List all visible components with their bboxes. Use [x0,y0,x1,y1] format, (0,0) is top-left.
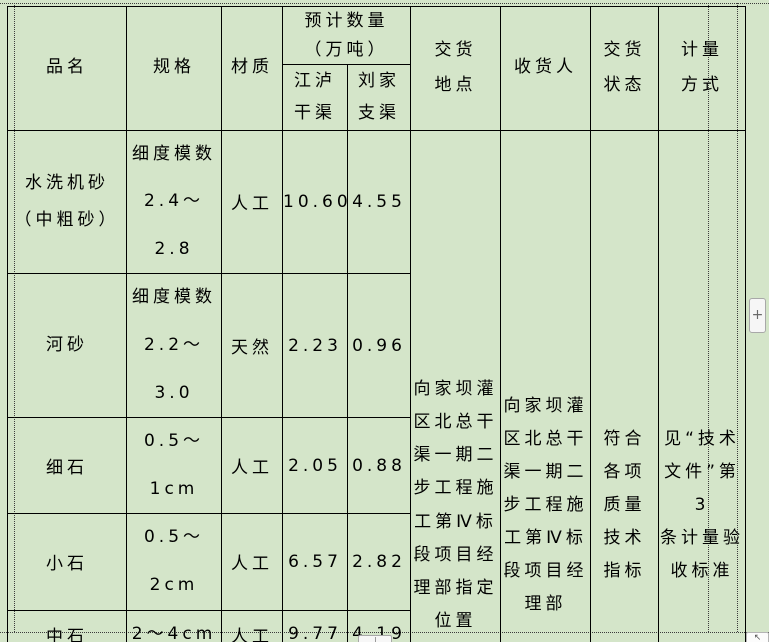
cell-material[interactable]: 天然 [221,273,283,419]
header-measurement[interactable]: 计量 方式 [658,6,746,131]
cell-product[interactable]: 河砂 [7,273,127,419]
cell-spec[interactable]: 0.5～1cm [126,417,222,515]
table-row: 中石 2～4cm 人工 9.77 4.19 [7,609,746,642]
table-row: 水洗机砂 （中粗砂） 细度模数 2.4～2.8 人工 10.60 4.55 向家… [7,129,746,642]
header-qty-group[interactable]: 预计数量 （万吨） [282,6,411,65]
table-row: 河砂 细度模数 2.2～3.0 天然 2.23 0.96 [7,273,746,419]
table-row: 小石 0.5～2cm 人工 6.57 2.82 [7,513,746,611]
cell-qty-branch[interactable]: 0.88 [347,417,411,515]
header-qty-main-canal[interactable]: 江泸 干渠 [282,64,348,131]
cell-qty-branch[interactable]: 4.55 [347,129,411,275]
cell-product[interactable]: 中石 [7,609,127,642]
header-row-1: 品名 规格 材质 预计数量 （万吨） 交货 地点 收货人 交货 状态 计量 方式 [7,6,746,131]
expand-plus-button[interactable]: + [749,298,766,333]
cell-qty-main[interactable]: 2.05 [282,417,348,515]
header-row-2: 江泸 干渠 刘家 支渠 [8,64,746,131]
cell-measurement[interactable]: 见“技术 文件”第3 条计量验 收标准 [658,129,746,642]
cell-material[interactable]: 人工 [221,609,283,642]
header-qty-branch-canal[interactable]: 刘家 支渠 [347,64,411,131]
page-gap-button-divider [375,637,376,642]
cell-consignee[interactable]: 向家坝灌 区北总干 渠一期二 步工程施 工第Ⅳ标 段项目经 理部 [500,129,591,642]
cell-spec[interactable]: 细度模数 2.4～2.8 [126,129,222,275]
cell-delivery-status[interactable]: 符合 各项 质量 技术 指标 [590,129,659,642]
cell-spec[interactable]: 细度模数 2.2～3.0 [126,273,222,419]
cell-product[interactable]: 细石 [7,417,127,515]
cell-qty-main[interactable]: 2.23 [282,273,348,419]
cell-qty-main[interactable]: 10.60 [282,129,348,275]
text-boundary-top [0,3,769,4]
header-consignee[interactable]: 收货人 [500,6,591,131]
header-product[interactable]: 品名 [7,6,127,131]
cell-material[interactable]: 人工 [221,513,283,611]
cell-spec[interactable]: 2～4cm [126,609,222,642]
cell-product[interactable]: 水洗机砂 （中粗砂） [7,129,127,275]
cell-delivery-place[interactable]: 向家坝灌 区北总干 渠一期二 步工程施 工第Ⅳ标 段项目经 理部指定 位置 [410,129,501,642]
page-gap-button[interactable] [358,635,392,642]
header-delivery-status[interactable]: 交货 状态 [590,6,659,131]
cell-qty-main[interactable]: 6.57 [282,513,348,611]
header-delivery-place[interactable]: 交货 地点 [410,6,501,131]
header-spec[interactable]: 规格 [126,6,222,131]
cell-spec[interactable]: 0.5～2cm [126,513,222,611]
header-material[interactable]: 材质 [221,6,283,131]
cell-qty-main[interactable]: 9.77 [282,609,348,642]
table-row: 细石 0.5～1cm 人工 2.05 0.88 [7,417,746,515]
cell-material[interactable]: 人工 [221,129,283,275]
cell-material[interactable]: 人工 [221,417,283,515]
cell-qty-branch[interactable]: 0.96 [347,273,411,419]
corner-resize-arrow-icon[interactable]: ↖ [746,632,769,642]
cell-qty-branch[interactable]: 2.82 [347,513,411,611]
cell-product[interactable]: 小石 [7,513,127,611]
materials-table: 品名 规格 材质 预计数量 （万吨） 交货 地点 收货人 交货 状态 计量 方式… [7,6,746,642]
